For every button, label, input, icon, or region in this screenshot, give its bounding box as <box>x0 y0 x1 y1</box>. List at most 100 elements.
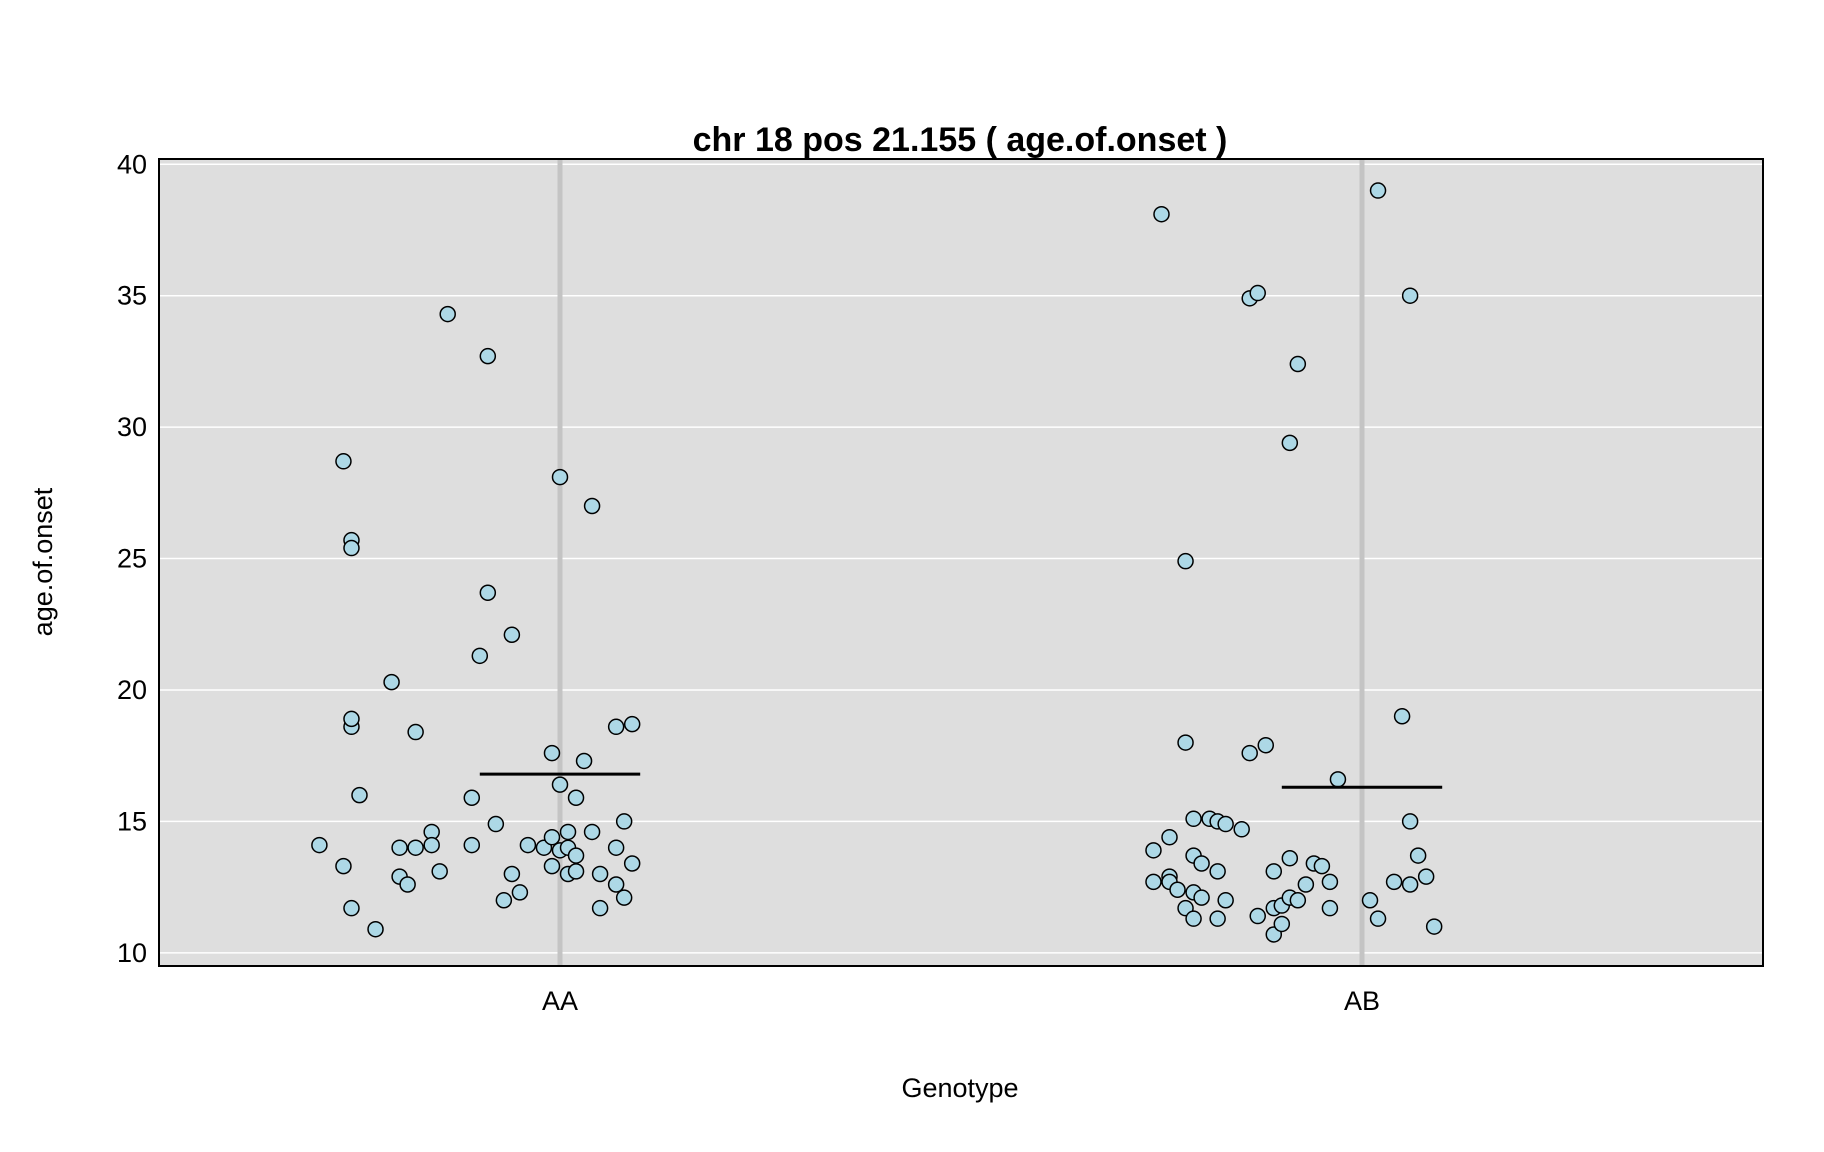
point-ab-11 <box>1185 910 1202 927</box>
point-aa-23 <box>479 347 497 365</box>
point-ab-6 <box>1169 881 1186 899</box>
x-axis-label: Genotype <box>901 1073 1018 1103</box>
y-tick-label-25: 25 <box>117 544 147 574</box>
point-ab-53 <box>1417 868 1435 885</box>
point-aa-33 <box>543 744 561 762</box>
point-ab-36 <box>1289 355 1307 373</box>
point-aa-34 <box>543 857 561 875</box>
point-ab-25 <box>1249 907 1266 925</box>
point-aa-0 <box>311 836 328 854</box>
point-ab-29 <box>1265 863 1283 880</box>
point-ab-47 <box>1385 873 1403 891</box>
point-aa-46 <box>583 497 601 515</box>
point-aa-32 <box>543 828 561 846</box>
point-ab-0 <box>1145 873 1162 891</box>
point-aa-28 <box>503 865 521 883</box>
point-ab-14 <box>1193 889 1210 906</box>
point-aa-15 <box>407 723 424 741</box>
point-ab-35 <box>1281 849 1299 867</box>
point-aa-45 <box>583 823 601 841</box>
x-tick-labels: AA AB <box>542 986 1380 1016</box>
point-aa-10 <box>383 673 400 691</box>
point-aa-14 <box>407 839 424 856</box>
point-ab-20 <box>1217 815 1234 833</box>
point-ab-43 <box>1329 771 1347 788</box>
point-aa-47 <box>591 865 609 883</box>
y-tick-label-15: 15 <box>117 806 147 836</box>
point-ab-2 <box>1153 205 1170 223</box>
point-ab-1 <box>1145 842 1162 859</box>
point-ab-3 <box>1161 828 1178 846</box>
y-tick-label-35: 35 <box>117 281 147 311</box>
point-aa-18 <box>431 863 448 880</box>
point-aa-22 <box>471 647 489 665</box>
point-ab-45 <box>1369 910 1387 927</box>
point-ab-33 <box>1281 434 1299 452</box>
point-aa-48 <box>591 899 609 917</box>
point-aa-43 <box>567 863 585 880</box>
x-tick-label-ab: AB <box>1344 986 1380 1016</box>
point-ab-48 <box>1393 708 1411 725</box>
y-tick-labels: 10 15 20 25 30 35 40 <box>117 149 147 968</box>
plot-border <box>158 158 1764 967</box>
point-aa-17 <box>423 836 440 854</box>
point-aa-24 <box>479 584 497 601</box>
point-aa-37 <box>551 468 569 486</box>
point-aa-19 <box>439 305 456 323</box>
point-ab-21 <box>1217 892 1234 909</box>
point-ab-27 <box>1257 736 1275 754</box>
y-tick-label-10: 10 <box>117 938 147 968</box>
point-aa-35 <box>551 776 569 793</box>
point-ab-9 <box>1177 552 1194 570</box>
point-ab-26 <box>1249 284 1266 302</box>
point-ab-42 <box>1321 873 1339 891</box>
point-ab-52 <box>1409 847 1427 864</box>
point-aa-26 <box>495 892 513 909</box>
point-ab-54 <box>1425 918 1443 935</box>
point-ab-23 <box>1241 744 1258 762</box>
point-aa-53 <box>615 889 633 906</box>
point-aa-42 <box>567 847 585 864</box>
chart-title: chr 18 pos 21.155 ( age.of.onset ) <box>693 121 1228 159</box>
point-ab-51 <box>1401 287 1419 304</box>
point-aa-13 <box>399 876 416 893</box>
point-ab-13 <box>1185 810 1202 828</box>
point-aa-7 <box>343 710 360 728</box>
point-aa-1 <box>335 453 352 470</box>
point-aa-21 <box>463 836 481 854</box>
point-aa-5 <box>343 539 360 557</box>
point-ab-22 <box>1233 821 1250 838</box>
point-aa-27 <box>503 626 521 644</box>
point-aa-9 <box>367 920 384 938</box>
point-ab-7 <box>1177 734 1194 751</box>
point-aa-50 <box>607 876 625 893</box>
gridlines <box>159 163 1763 954</box>
point-aa-8 <box>351 786 368 804</box>
point-aa-41 <box>567 789 585 807</box>
point-ab-44 <box>1361 892 1379 909</box>
point-ab-31 <box>1273 915 1291 933</box>
y-tick-label-20: 20 <box>117 675 147 705</box>
point-aa-44 <box>575 752 593 770</box>
mean-lines <box>479 772 1443 789</box>
point-aa-38 <box>559 823 577 841</box>
point-aa-52 <box>615 813 633 830</box>
point-ab-46 <box>1369 182 1387 199</box>
point-ab-50 <box>1401 876 1419 893</box>
point-aa-30 <box>519 836 537 854</box>
point-aa-3 <box>343 899 360 917</box>
point-ab-38 <box>1297 876 1315 893</box>
point-aa-54 <box>623 855 641 872</box>
data-points <box>311 182 1443 943</box>
y-tick-label-30: 30 <box>117 412 147 442</box>
point-aa-55 <box>623 715 641 733</box>
point-aa-49 <box>607 839 625 856</box>
point-ab-17 <box>1209 910 1226 927</box>
point-ab-19 <box>1209 863 1226 880</box>
point-aa-11 <box>391 839 408 856</box>
point-ab-49 <box>1401 813 1419 830</box>
y-tick-label-40: 40 <box>117 149 147 179</box>
point-aa-25 <box>487 815 505 833</box>
point-ab-15 <box>1193 855 1210 872</box>
